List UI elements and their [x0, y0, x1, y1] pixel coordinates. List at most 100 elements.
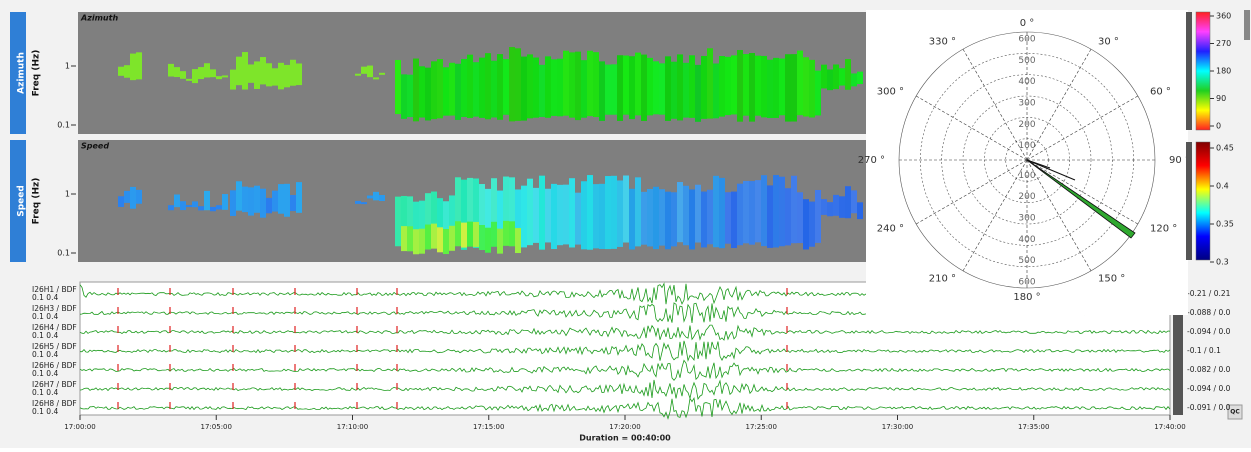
- time-tick-label: 17:10:00: [337, 423, 368, 431]
- spectrogram-cell: [713, 176, 719, 247]
- spectrogram-cell: [118, 67, 124, 76]
- time-tick-label: 17:00:00: [64, 423, 95, 431]
- spectrogram-cell: [210, 69, 216, 77]
- spectrogram-cell: [118, 196, 124, 207]
- spectrogram-cell: [449, 226, 455, 251]
- spectrogram-cell: [461, 59, 467, 117]
- spectrogram-cell: [851, 73, 857, 86]
- spectrogram-cell: [479, 58, 485, 118]
- spectrogram-cell: [361, 67, 367, 74]
- spectrogram-cell: [605, 65, 611, 115]
- spectrogram-cell: [845, 59, 851, 90]
- spectrogram-cell: [266, 198, 272, 213]
- spectrogram-cell: [827, 202, 833, 216]
- spectrogram-cell: [539, 65, 545, 117]
- spectrogram-cell: [521, 186, 527, 248]
- colorbar-label: 270: [1216, 39, 1231, 48]
- trace-range: -0.094 / 0.0: [1187, 327, 1231, 336]
- spectrogram-cell: [395, 60, 401, 114]
- spectrogram-cell: [755, 180, 761, 242]
- spectrogram-cell: [695, 65, 701, 122]
- spectrogram-cell: [192, 69, 198, 83]
- spectrogram-cell: [461, 223, 467, 248]
- spectrogram-cell: [809, 60, 815, 118]
- spectrogram-cell: [617, 55, 623, 121]
- scrollbar[interactable]: [1244, 10, 1250, 40]
- time-tick-label: 17:40:00: [1154, 423, 1185, 431]
- spectrogram-cell: [198, 206, 204, 210]
- trace-range: -0.082 / 0.0: [1187, 365, 1231, 374]
- trace-filter: 0.1 0.4: [32, 293, 58, 302]
- trace-range: -0.1 / 0.1: [1187, 346, 1221, 355]
- spectrogram-cell: [635, 177, 641, 246]
- spectrogram-cell: [272, 191, 278, 212]
- spectrogram-cell: [503, 221, 509, 246]
- spectrogram-cell: [216, 205, 222, 209]
- spectrogram-cell: [443, 229, 449, 254]
- spectrogram-cell: [230, 190, 236, 216]
- spectrogram-cell: [515, 48, 521, 121]
- spectrogram-cell: [575, 193, 581, 245]
- spectrogram-cell: [379, 195, 385, 201]
- colorbar-label: 360: [1216, 12, 1231, 21]
- spectrogram-cell: [599, 184, 605, 249]
- spectrogram-cell: [563, 51, 569, 116]
- time-tick-label: 17:35:00: [1018, 423, 1049, 431]
- spectrogram-cell: [533, 58, 539, 118]
- spectrogram-cell: [665, 56, 671, 121]
- spectrogram-cell: [671, 62, 677, 119]
- polar-radius-label: 600: [1018, 35, 1035, 45]
- spectrogram-cell: [180, 71, 186, 79]
- spectrogram-cell: [443, 67, 449, 115]
- spectrogram-cell: [611, 176, 617, 249]
- polar-angle-label: 270 °: [858, 155, 885, 166]
- spectrogram-cell: [659, 63, 665, 114]
- spectrogram-cell: [563, 185, 569, 245]
- spectrogram-cell: [551, 184, 557, 249]
- spectrogram-cell: [557, 185, 563, 245]
- polar-angle-label: 240 °: [877, 224, 904, 235]
- polar-radius-label: 500: [1018, 256, 1035, 266]
- spectrogram-cell: [168, 205, 174, 210]
- spectrogram-cell: [743, 181, 749, 243]
- spectrogram-cell: [124, 191, 130, 203]
- spectrogram-cell: [773, 175, 779, 247]
- colorbar-frame: [1186, 142, 1192, 260]
- spectrogram-cell: [290, 195, 296, 211]
- duration: Duration = 00:40:00: [579, 434, 671, 443]
- spectrogram-cell: [395, 197, 401, 247]
- spectrogram-cell: [749, 53, 755, 122]
- spectrogram-cell: [683, 63, 689, 118]
- panel-tab-label: Azimuth: [17, 52, 27, 94]
- polar-radius-label: 400: [1018, 77, 1035, 87]
- trace-range: -0.094 / 0.0: [1187, 384, 1231, 393]
- spectrogram-cell: [192, 201, 198, 207]
- spectrogram-cell: [593, 52, 599, 117]
- spectrogram-cell: [809, 202, 815, 247]
- spectrogram-cell: [539, 176, 545, 250]
- spectrogram-cell: [557, 59, 563, 117]
- spectrogram-cell: [737, 184, 743, 246]
- spectrogram-cell: [437, 227, 443, 252]
- spectrogram-cell: [407, 226, 413, 251]
- spectrogram-cell: [242, 52, 248, 89]
- spectrogram-cell: [491, 61, 497, 118]
- y-tick-label: 0.1: [57, 121, 70, 130]
- spectrogram-cell: [485, 53, 491, 119]
- spectrogram-cell: [419, 229, 425, 254]
- spectrogram-cell: [827, 70, 833, 91]
- spectrogram-cell: [659, 189, 665, 245]
- spectrogram-cell: [833, 64, 839, 89]
- spectrogram-cell: [254, 61, 260, 89]
- polar-radius-label: 500: [1018, 56, 1035, 66]
- spectrogram-cell: [210, 207, 216, 211]
- spectrogram-cell: [431, 61, 437, 119]
- spectrogram-cell: [491, 222, 497, 247]
- spectrogram-cell: [545, 56, 551, 117]
- spectrogram-cell: [857, 72, 863, 84]
- time-tick-label: 17:25:00: [746, 423, 777, 431]
- spectrogram-cell: [779, 59, 785, 116]
- spectrogram-cell: [527, 54, 533, 118]
- qc-label: QC: [1230, 409, 1240, 416]
- spectrogram-cell: [815, 71, 821, 116]
